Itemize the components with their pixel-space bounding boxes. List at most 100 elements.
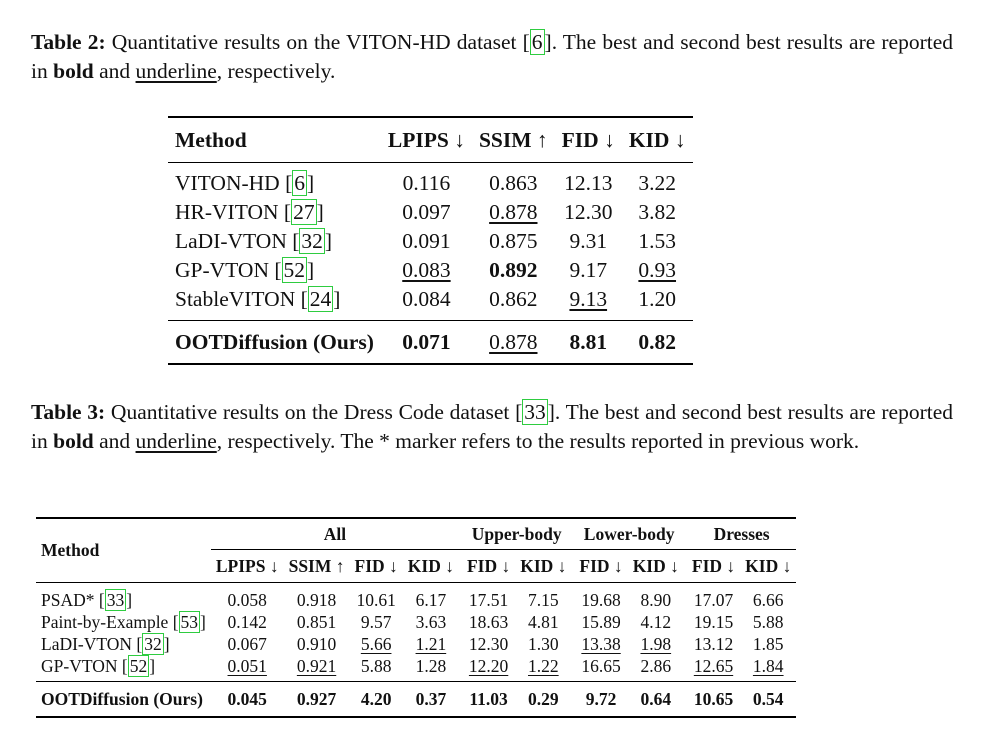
caption-bold-word: bold (53, 59, 94, 83)
citation-link[interactable]: 27 (291, 199, 317, 225)
method-cell: StableVITON [24] (175, 286, 341, 312)
header-method: Method (36, 518, 211, 583)
header-lpips: LPIPS ↓ (380, 117, 472, 163)
value-cell: 2.86 (640, 655, 672, 676)
table2-label: Table 2: (31, 30, 106, 54)
group-dresses: Dresses (683, 518, 797, 550)
value-cell: 9.72 (571, 681, 628, 717)
value-cell: 1.21 (415, 633, 447, 654)
value-cell: 4.81 (528, 611, 559, 632)
method-name: LaDI-VTON (175, 229, 287, 253)
fid-cell: 8.81 (554, 320, 622, 364)
value-cell: 0.918 (296, 589, 337, 610)
citation-link[interactable]: 6 (529, 29, 545, 55)
citation-link[interactable]: 52 (127, 654, 150, 677)
method-name: Paint-by-Example (41, 611, 169, 632)
method-name: StableVITON (175, 287, 296, 311)
value-cell: 12.30 (468, 633, 509, 654)
caption-text: Quantitative results on the VITON-HD dat… (105, 30, 523, 54)
header-fid: FID ↓ (554, 117, 622, 163)
citation-link[interactable]: 53 (178, 610, 201, 633)
value-cell: 0.921 (296, 655, 337, 676)
table3-caption: Table 3: Quantitative results on the Dre… (31, 399, 953, 453)
group-all: All (210, 518, 459, 550)
table-row: VITON-HD [6] 0.116 0.863 12.13 3.22 (168, 163, 693, 199)
value-cell: 12.20 (468, 655, 509, 676)
table-row: HR-VITON [27] 0.097 0.878 12.30 3.82 (168, 198, 693, 227)
fid-cell: 12.13 (564, 171, 613, 195)
lpips-cell: 0.071 (380, 320, 472, 364)
value-cell: 13.12 (693, 633, 734, 654)
value-cell: 19.68 (581, 589, 621, 610)
method-name: LaDI-VTON (41, 633, 133, 654)
ssim-cell: 0.878 (489, 200, 538, 224)
caption-text: and (93, 429, 136, 453)
value-cell: 0.910 (296, 633, 337, 654)
table2: Method LPIPS ↓ SSIM ↑ FID ↓ KID ↓ VITON-… (168, 116, 693, 365)
table-row: Paint-by-Example [53] 0.142 0.851 9.57 3… (36, 610, 796, 633)
ssim-cell: 0.892 (489, 258, 538, 282)
citation-link[interactable]: 32 (299, 228, 325, 254)
value-cell: 0.37 (402, 681, 459, 717)
caption-text: , respectively. (216, 59, 336, 83)
kid-cell: 0.82 (621, 320, 693, 364)
value-cell: 7.15 (528, 589, 559, 610)
value-cell: 0.64 (627, 681, 684, 717)
ssim-cell: 0.878 (471, 320, 555, 364)
table-row: PSAD* [33] 0.058 0.918 10.61 6.17 17.51 … (36, 583, 796, 612)
value-cell: 1.98 (640, 633, 672, 654)
value-cell: 1.85 (752, 633, 784, 654)
method-cell: OOTDiffusion (Ours) (168, 320, 381, 364)
value-cell: 0.067 (227, 633, 267, 654)
kid-cell: 0.93 (638, 258, 677, 282)
citation-link[interactable]: 33 (522, 399, 548, 425)
citation-link[interactable]: 6 (292, 170, 307, 196)
kid-cell: 3.82 (638, 200, 677, 224)
group-lower-body: Lower-body (571, 518, 684, 550)
citation-link[interactable]: 32 (142, 632, 164, 655)
value-cell: 0.54 (740, 681, 797, 717)
method-name: GP-VTON (41, 655, 118, 676)
table3-label: Table 3: (31, 400, 106, 424)
kid-cell: 1.20 (638, 287, 677, 311)
citation-link[interactable]: 52 (281, 257, 308, 283)
header-kid: KID ↓ (740, 549, 797, 583)
method-cell: HR-VITON [27] (175, 199, 324, 225)
lpips-cell: 0.116 (402, 171, 451, 195)
value-cell: 17.51 (468, 589, 509, 610)
value-cell: 0.051 (227, 655, 267, 676)
group-upper-body: Upper-body (458, 518, 572, 550)
value-cell: 4.12 (640, 611, 672, 632)
value-cell: 10.61 (356, 589, 396, 610)
value-cell: 0.851 (296, 611, 337, 632)
citation-link[interactable]: 33 (104, 588, 127, 611)
value-cell: 13.38 (581, 633, 621, 654)
header-kid: KID ↓ (627, 549, 684, 583)
fid-cell: 9.13 (569, 287, 608, 311)
fid-cell: 9.17 (569, 258, 608, 282)
value-cell: 4.20 (349, 681, 403, 717)
table-row: LaDI-VTON [32] 0.067 0.910 5.66 1.21 12.… (36, 632, 796, 655)
method-name: GP-VTON (175, 258, 269, 282)
method-cell: PSAD* [33] (41, 588, 133, 611)
value-cell: 16.65 (581, 655, 621, 676)
method-cell: LaDI-VTON [32] (175, 228, 333, 254)
caption-text: , respectively. The * marker refers to t… (216, 429, 860, 453)
caption-underline-word: underline (135, 429, 217, 453)
value-cell: 19.15 (693, 611, 734, 632)
citation-link[interactable]: 24 (307, 286, 334, 312)
value-cell: 5.88 (360, 655, 392, 676)
value-cell: 1.30 (528, 633, 559, 654)
kid-cell: 1.53 (638, 229, 677, 253)
table-row: LaDI-VTON [32] 0.091 0.875 9.31 1.53 (168, 227, 693, 256)
table3: Method All Upper-body Lower-body Dresses… (36, 517, 797, 718)
lpips-cell: 0.084 (402, 287, 451, 311)
lpips-cell: 0.097 (402, 200, 451, 224)
lpips-cell: 0.091 (402, 229, 451, 253)
value-cell: 11.03 (458, 681, 516, 717)
table2-caption: Table 2: Quantitative results on the VIT… (31, 29, 954, 83)
value-cell: 9.57 (360, 611, 392, 632)
header-fid: FID ↓ (683, 549, 741, 583)
value-cell: 12.65 (693, 655, 734, 676)
ours-row: OOTDiffusion (Ours) 0.045 0.927 4.20 0.3… (36, 681, 797, 717)
